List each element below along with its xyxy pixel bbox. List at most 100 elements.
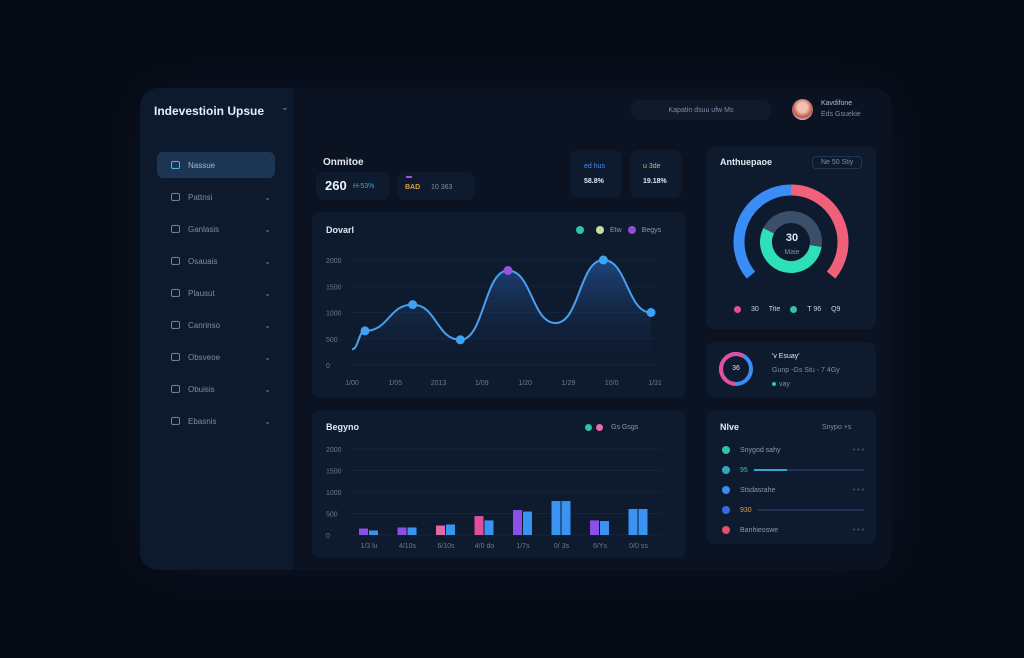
kpi-card-2 [630, 150, 682, 198]
more-icon[interactable]: • • • [852, 486, 864, 494]
legend-dot [627, 226, 636, 234]
legend-dot [596, 424, 603, 431]
legend-label: Tite [768, 306, 781, 313]
list-item[interactable]: 95 [722, 463, 864, 477]
kpi-label: ed hus [584, 163, 606, 170]
donut-center-label: Maie [784, 249, 800, 256]
x-tick-label: 6/Ys [593, 543, 608, 550]
chevron-down-icon: ⌄ [264, 224, 271, 234]
sidebar-item[interactable]: Ebasnis ⌄ [157, 408, 275, 434]
list-item[interactable]: Stsdasrahe • • • [722, 483, 864, 497]
x-tick-label: 1/05 [388, 380, 402, 387]
stat2-indicator [406, 176, 412, 178]
status-dot [722, 446, 730, 454]
mini-title: 'v Esuay' [772, 353, 800, 360]
list-item[interactable]: 930 [722, 503, 864, 517]
legend-label: Etw [610, 226, 622, 234]
bar [551, 501, 561, 535]
mail-icon [171, 385, 180, 393]
more-icon[interactable]: • • • [852, 446, 864, 454]
donut-center-value: 30 [785, 232, 799, 244]
calendar-icon [171, 321, 180, 329]
x-tick-label: 1/20 [518, 380, 532, 387]
kpi-label: u 3de [643, 163, 661, 170]
bar-chart-title: Begyno [326, 422, 360, 432]
y-tick-label: 1500 [326, 284, 342, 291]
list-action-button[interactable]: Snypo +s [822, 424, 852, 431]
ring-gauge [719, 352, 753, 386]
bar [638, 508, 648, 535]
legend-dot [734, 306, 741, 313]
legend-label: T 96 [807, 306, 822, 313]
x-tick-label: 10/0 [605, 380, 619, 387]
sidebar-item-label: Canrinso [188, 320, 221, 330]
sidebar-item[interactable]: Plausut ⌄ [157, 280, 275, 306]
bar-chart: 2000 1500 1000 500 0 1/3 lu 4/10s 6/10s 4/0 do 1/… [326, 447, 662, 550]
more-icon[interactable]: • • • [852, 526, 864, 534]
x-tick-label: 6/10s [437, 543, 455, 550]
legend-label: 30 [751, 306, 759, 313]
y-tick-label: 2000 [326, 258, 342, 265]
x-tick-label: 0/0 ss [629, 543, 648, 550]
overview-stat-1 [316, 172, 390, 200]
x-tick-label: 1/29 [562, 380, 576, 387]
list-item-label: 930 [740, 506, 752, 514]
bar [474, 516, 484, 535]
user-name: Kavdifone [821, 100, 853, 107]
x-tick-label: 1/3 lu [360, 543, 377, 550]
user-role: Eds Gsuekie [821, 111, 861, 118]
sidebar-item[interactable]: Nassue [157, 152, 275, 178]
search-input[interactable]: Kapatin dsuu ufw Ms [630, 100, 772, 120]
chevron-down-icon[interactable]: ⌄ [281, 102, 289, 112]
list-item-label: Snygod sahy [740, 446, 781, 454]
donut-filter-button[interactable]: Ne 50 Stiy [812, 156, 863, 169]
bar [446, 524, 455, 535]
status-dot [722, 486, 730, 494]
y-tick-label: 1000 [326, 311, 342, 318]
bar [600, 521, 609, 535]
stat2-label: 10 363 [431, 184, 453, 191]
donut-legend: 30 Tite T 96 Q9 [734, 306, 840, 313]
progress-bar [757, 509, 864, 511]
bar [407, 527, 417, 535]
sidebar-item[interactable]: Pattnsi ⌄ [157, 184, 275, 210]
donut-title: Anthuepaoe [720, 157, 773, 167]
file-icon [171, 193, 180, 201]
x-tick-label: 1/09 [475, 380, 489, 387]
sidebar-item-label: Osauais [188, 256, 218, 266]
data-point [408, 300, 418, 310]
gauge-segment [790, 184, 849, 279]
sidebar-item-label: Obuisis [188, 384, 215, 394]
list-item[interactable]: Snygod sahy • • • [722, 443, 864, 457]
keyboard-icon [171, 353, 180, 361]
chevron-down-icon: ⌄ [264, 192, 271, 202]
sidebar-item-label: Pattnsi [188, 192, 213, 202]
avatar[interactable] [792, 99, 813, 120]
sidebar-item[interactable]: Obsveoe ⌄ [157, 344, 275, 370]
sidebar-item[interactable]: Osauais ⌄ [157, 248, 275, 274]
line-chart: 2000 1500 1000 500 0 1/00 1/05 2013 1/09 1/20 1/29… [326, 255, 662, 387]
y-tick-label: 0 [326, 363, 330, 370]
y-tick-label: 0 [326, 533, 330, 540]
grid-icon [171, 257, 180, 265]
list-item-label: Stsdasrahe [740, 486, 776, 494]
overview-title: Onmitoe [323, 157, 364, 168]
y-tick-label: 2000 [326, 447, 342, 454]
list-title: Nlve [720, 422, 740, 432]
donut-segment [763, 211, 822, 247]
kpi-value: 58.8% [584, 178, 604, 185]
sidebar-item[interactable]: Obuisis ⌄ [157, 376, 275, 402]
progress-bar [753, 469, 864, 471]
bar [397, 527, 407, 535]
chevron-down-icon: ⌄ [264, 352, 271, 362]
legend-dot [596, 226, 604, 234]
bar [369, 530, 378, 535]
list-item[interactable]: Banhieoswe • • • [722, 523, 864, 537]
sidebar-item-label: Ganlasis [188, 224, 220, 234]
sidebar-item[interactable]: Canrinso ⌄ [157, 312, 275, 338]
list-item-label: 95 [740, 466, 748, 474]
sidebar-item[interactable]: Ganlasis ⌄ [157, 216, 275, 242]
bar [561, 501, 571, 535]
data-point [455, 335, 465, 345]
line-legend: Etw Begys [576, 226, 661, 234]
